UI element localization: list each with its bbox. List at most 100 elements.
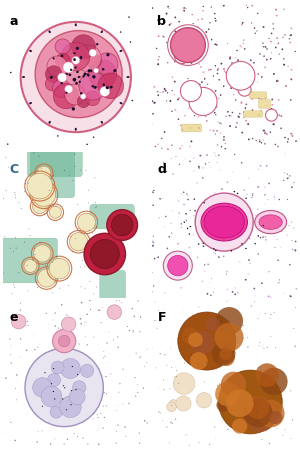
Ellipse shape bbox=[230, 87, 232, 89]
Ellipse shape bbox=[241, 23, 243, 26]
Ellipse shape bbox=[271, 52, 272, 54]
Ellipse shape bbox=[119, 383, 121, 384]
Ellipse shape bbox=[85, 322, 86, 323]
Ellipse shape bbox=[53, 396, 54, 397]
Ellipse shape bbox=[286, 173, 288, 175]
Ellipse shape bbox=[61, 331, 62, 333]
FancyBboxPatch shape bbox=[27, 135, 82, 176]
Ellipse shape bbox=[183, 7, 184, 9]
Ellipse shape bbox=[211, 39, 212, 40]
Ellipse shape bbox=[199, 337, 200, 338]
Ellipse shape bbox=[99, 424, 100, 426]
Ellipse shape bbox=[239, 244, 240, 245]
Ellipse shape bbox=[44, 372, 46, 374]
Ellipse shape bbox=[183, 192, 184, 193]
Ellipse shape bbox=[199, 86, 200, 87]
Ellipse shape bbox=[237, 292, 238, 293]
Ellipse shape bbox=[85, 266, 86, 267]
Ellipse shape bbox=[243, 340, 244, 341]
Ellipse shape bbox=[169, 442, 170, 443]
Ellipse shape bbox=[182, 129, 183, 130]
Ellipse shape bbox=[181, 274, 183, 276]
Ellipse shape bbox=[61, 55, 63, 57]
Ellipse shape bbox=[64, 170, 65, 171]
Circle shape bbox=[168, 256, 188, 276]
Ellipse shape bbox=[242, 324, 244, 326]
Circle shape bbox=[52, 80, 70, 98]
Ellipse shape bbox=[169, 100, 171, 102]
Circle shape bbox=[220, 348, 232, 360]
Circle shape bbox=[190, 331, 214, 355]
Ellipse shape bbox=[153, 86, 155, 88]
Ellipse shape bbox=[214, 18, 216, 19]
Ellipse shape bbox=[153, 285, 154, 287]
Ellipse shape bbox=[239, 261, 240, 262]
Ellipse shape bbox=[254, 27, 255, 29]
Ellipse shape bbox=[261, 282, 263, 284]
Ellipse shape bbox=[50, 379, 52, 380]
Ellipse shape bbox=[102, 427, 104, 429]
Ellipse shape bbox=[113, 339, 114, 341]
Ellipse shape bbox=[205, 86, 206, 88]
Ellipse shape bbox=[100, 322, 101, 323]
Ellipse shape bbox=[290, 438, 291, 439]
Ellipse shape bbox=[188, 247, 190, 248]
Ellipse shape bbox=[146, 422, 148, 423]
Ellipse shape bbox=[164, 292, 165, 293]
Ellipse shape bbox=[103, 84, 105, 86]
Ellipse shape bbox=[223, 136, 225, 138]
FancyBboxPatch shape bbox=[244, 111, 263, 117]
Ellipse shape bbox=[244, 90, 246, 91]
Ellipse shape bbox=[77, 204, 78, 205]
Ellipse shape bbox=[181, 145, 182, 146]
Ellipse shape bbox=[14, 287, 15, 288]
Ellipse shape bbox=[237, 193, 238, 194]
Ellipse shape bbox=[250, 59, 252, 61]
Ellipse shape bbox=[135, 396, 136, 397]
Ellipse shape bbox=[79, 343, 80, 345]
Circle shape bbox=[238, 83, 251, 96]
Ellipse shape bbox=[119, 301, 120, 302]
Ellipse shape bbox=[247, 346, 249, 348]
Ellipse shape bbox=[274, 247, 275, 248]
Ellipse shape bbox=[222, 420, 223, 421]
Ellipse shape bbox=[245, 390, 246, 391]
Ellipse shape bbox=[288, 225, 290, 226]
Ellipse shape bbox=[172, 76, 173, 78]
Ellipse shape bbox=[295, 346, 296, 347]
Ellipse shape bbox=[258, 235, 259, 237]
Ellipse shape bbox=[251, 197, 253, 198]
Ellipse shape bbox=[9, 338, 10, 340]
Circle shape bbox=[58, 335, 70, 347]
Ellipse shape bbox=[25, 183, 26, 184]
Circle shape bbox=[190, 352, 208, 370]
Ellipse shape bbox=[196, 256, 198, 258]
Ellipse shape bbox=[236, 75, 238, 77]
Ellipse shape bbox=[95, 207, 96, 208]
Ellipse shape bbox=[67, 407, 68, 408]
Ellipse shape bbox=[286, 432, 287, 433]
Ellipse shape bbox=[254, 400, 255, 401]
Ellipse shape bbox=[193, 23, 194, 24]
Ellipse shape bbox=[200, 155, 201, 157]
Ellipse shape bbox=[152, 7, 153, 9]
Ellipse shape bbox=[278, 282, 280, 284]
Ellipse shape bbox=[64, 387, 65, 388]
Ellipse shape bbox=[190, 127, 191, 129]
Ellipse shape bbox=[128, 17, 130, 18]
Ellipse shape bbox=[5, 378, 7, 379]
Ellipse shape bbox=[89, 385, 90, 386]
Circle shape bbox=[34, 245, 51, 262]
Circle shape bbox=[70, 233, 88, 251]
Ellipse shape bbox=[201, 223, 203, 225]
Ellipse shape bbox=[3, 198, 4, 199]
Ellipse shape bbox=[50, 415, 51, 416]
Ellipse shape bbox=[254, 301, 255, 302]
Ellipse shape bbox=[74, 154, 75, 155]
Ellipse shape bbox=[34, 254, 35, 255]
Ellipse shape bbox=[265, 203, 266, 205]
Ellipse shape bbox=[78, 360, 80, 361]
Ellipse shape bbox=[225, 436, 226, 437]
Ellipse shape bbox=[283, 58, 284, 59]
Ellipse shape bbox=[208, 220, 209, 222]
